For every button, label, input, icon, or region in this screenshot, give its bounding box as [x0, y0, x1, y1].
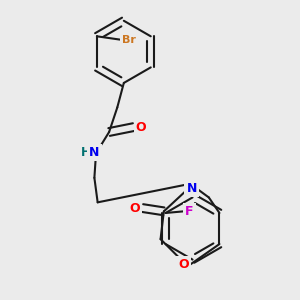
Text: O: O [136, 121, 146, 134]
Text: O: O [129, 202, 140, 214]
Text: O: O [178, 258, 189, 271]
Text: N: N [89, 146, 100, 159]
Text: H: H [81, 146, 91, 159]
Text: N: N [187, 182, 197, 195]
Text: Br: Br [122, 34, 136, 45]
Text: F: F [185, 205, 194, 218]
